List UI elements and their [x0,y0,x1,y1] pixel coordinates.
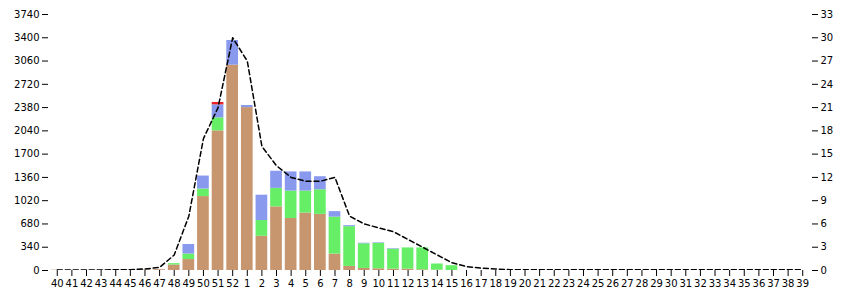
svg-text:2720: 2720 [14,79,39,90]
svg-text:3: 3 [273,278,279,289]
svg-text:12: 12 [402,278,415,289]
svg-text:12: 12 [821,172,834,183]
svg-text:3400: 3400 [14,32,39,43]
svg-text:1360: 1360 [14,172,39,183]
svg-text:48: 48 [168,278,181,289]
svg-text:0: 0 [821,265,827,276]
svg-text:31: 31 [679,278,692,289]
svg-text:34: 34 [723,278,736,289]
svg-text:49: 49 [182,278,195,289]
svg-text:1700: 1700 [14,148,39,159]
svg-text:15: 15 [821,148,834,159]
svg-text:33: 33 [821,9,834,20]
svg-text:14: 14 [431,278,444,289]
svg-text:52: 52 [226,278,239,289]
svg-text:43: 43 [95,278,108,289]
svg-text:3060: 3060 [14,55,39,66]
svg-text:3: 3 [821,241,827,252]
svg-text:7: 7 [332,278,338,289]
svg-text:23: 23 [562,278,575,289]
svg-text:24: 24 [821,79,834,90]
svg-text:36: 36 [753,278,766,289]
svg-text:47: 47 [153,278,166,289]
svg-text:3740: 3740 [14,9,39,20]
svg-text:4: 4 [288,278,294,289]
svg-text:35: 35 [738,278,751,289]
svg-text:11: 11 [387,278,400,289]
svg-text:39: 39 [796,278,809,289]
svg-text:13: 13 [416,278,429,289]
svg-text:19: 19 [504,278,517,289]
svg-text:9: 9 [821,195,827,206]
svg-text:0: 0 [33,265,39,276]
svg-text:32: 32 [694,278,707,289]
svg-text:21: 21 [821,102,834,113]
svg-text:45: 45 [124,278,137,289]
svg-text:38: 38 [782,278,795,289]
svg-text:21: 21 [533,278,546,289]
svg-text:340: 340 [20,241,39,252]
svg-text:18: 18 [821,125,834,136]
svg-text:1: 1 [244,278,250,289]
svg-text:41: 41 [66,278,79,289]
svg-text:29: 29 [650,278,663,289]
svg-text:50: 50 [197,278,210,289]
svg-text:44: 44 [109,278,122,289]
svg-text:15: 15 [446,278,459,289]
svg-text:1020: 1020 [14,195,39,206]
svg-text:37: 37 [767,278,780,289]
svg-text:8: 8 [346,278,352,289]
svg-text:6: 6 [821,218,827,229]
svg-text:22: 22 [548,278,561,289]
svg-text:16: 16 [460,278,473,289]
svg-text:51: 51 [212,278,225,289]
svg-text:27: 27 [821,55,834,66]
svg-text:18: 18 [489,278,502,289]
svg-text:24: 24 [577,278,590,289]
svg-text:25: 25 [592,278,605,289]
svg-text:6: 6 [317,278,323,289]
svg-text:46: 46 [139,278,152,289]
svg-text:27: 27 [621,278,634,289]
svg-text:5: 5 [303,278,309,289]
svg-text:10: 10 [372,278,385,289]
svg-text:33: 33 [709,278,722,289]
svg-text:26: 26 [606,278,619,289]
svg-text:28: 28 [636,278,649,289]
svg-text:20: 20 [519,278,532,289]
svg-text:30: 30 [665,278,678,289]
svg-text:17: 17 [475,278,488,289]
svg-text:2040: 2040 [14,125,39,136]
svg-text:40: 40 [51,278,64,289]
svg-text:42: 42 [80,278,93,289]
svg-text:9: 9 [361,278,367,289]
svg-text:30: 30 [821,32,834,43]
svg-text:2380: 2380 [14,102,39,113]
svg-text:680: 680 [20,218,39,229]
svg-text:2: 2 [259,278,265,289]
